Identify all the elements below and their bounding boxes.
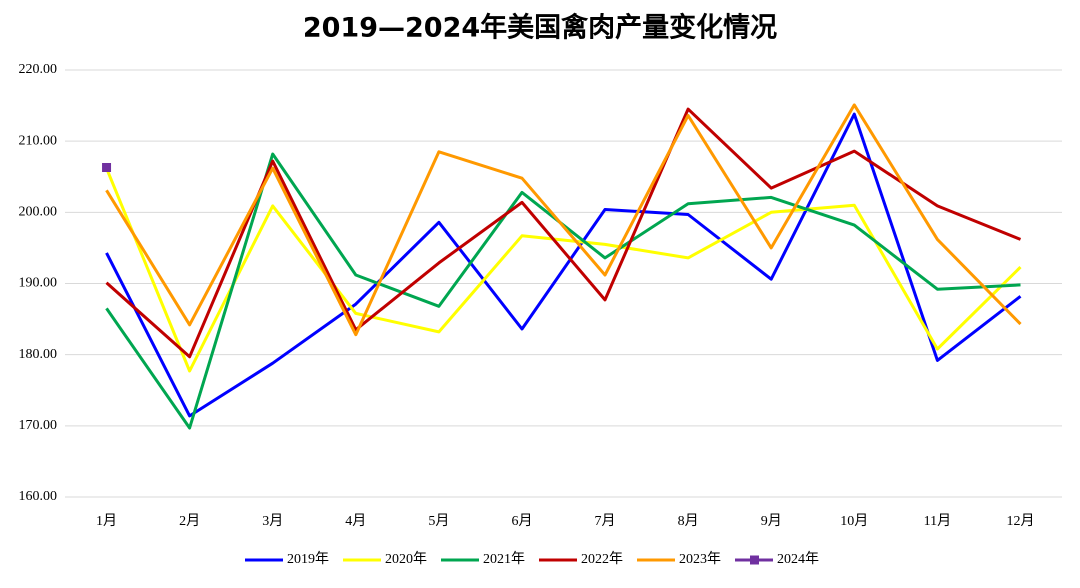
x-tick-label: 4月 [345, 513, 366, 529]
x-tick-label: 10月 [840, 513, 868, 529]
chart-title: 2019—2024年美国禽肉产量变化情况 [303, 12, 777, 44]
series-marker [102, 162, 112, 172]
x-tick-label: 9月 [761, 513, 782, 529]
legend-label: 2022年 [581, 551, 623, 567]
x-tick-label: 7月 [595, 513, 616, 529]
y-tick-label: 190.00 [19, 276, 58, 291]
legend-marker [750, 555, 759, 565]
x-tick-label: 8月 [678, 513, 699, 529]
y-tick-label: 160.00 [19, 489, 58, 504]
y-tick-label: 180.00 [19, 347, 58, 362]
legend-label: 2024年 [777, 551, 819, 567]
series-line [105, 107, 1022, 359]
x-tick-label: 2月 [179, 513, 200, 529]
series-line [105, 152, 1021, 430]
series-line [105, 167, 1022, 373]
series-line [105, 103, 1022, 337]
x-tick-label: 5月 [428, 513, 449, 529]
legend-label: 2020年 [385, 551, 427, 567]
series-line [105, 112, 1022, 418]
y-tick-label: 220.00 [19, 62, 58, 77]
x-tick-label: 3月 [262, 513, 283, 529]
x-tick-label: 1月 [96, 513, 117, 529]
legend-label: 2019年 [287, 551, 329, 567]
x-tick-label: 12月 [1006, 513, 1034, 529]
y-tick-label: 200.00 [19, 205, 58, 220]
y-tick-label: 170.00 [19, 418, 58, 433]
legend-label: 2021年 [483, 551, 525, 567]
x-tick-label: 11月 [924, 513, 951, 529]
y-tick-label: 210.00 [19, 133, 58, 148]
legend-label: 2023年 [679, 551, 721, 567]
x-tick-label: 6月 [511, 513, 532, 529]
